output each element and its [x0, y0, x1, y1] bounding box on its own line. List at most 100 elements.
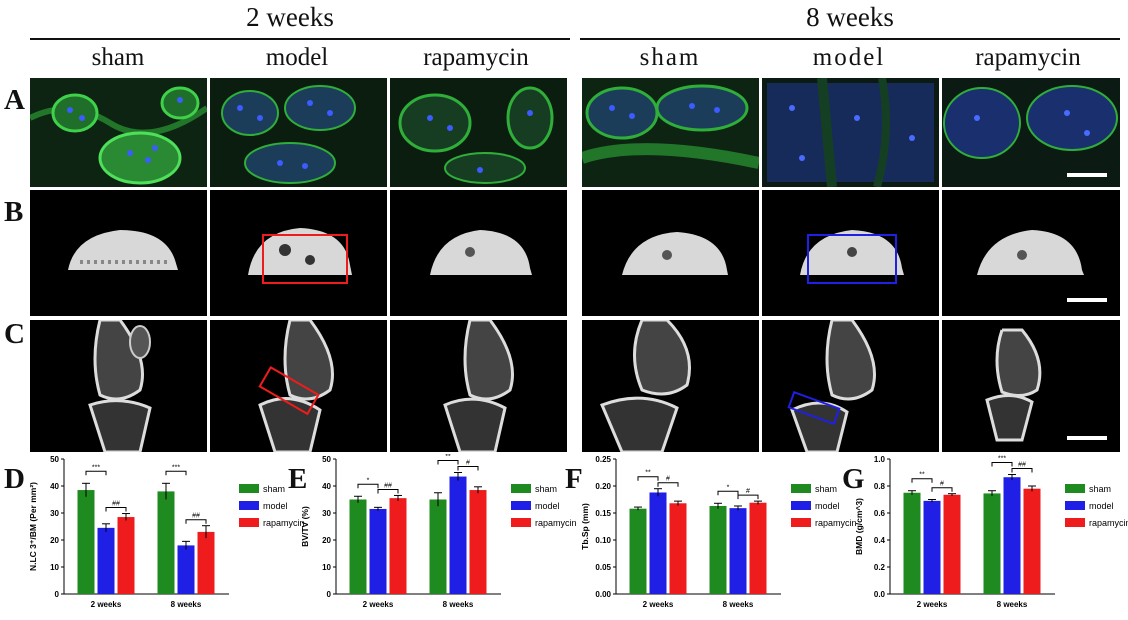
scale-bar — [1067, 173, 1107, 177]
column-label: model — [265, 44, 329, 71]
y-tick-label: 20 — [50, 536, 59, 545]
bar-rapamycin — [1023, 488, 1041, 594]
significance-label: *** — [998, 456, 1006, 463]
bar-rapamycin — [117, 517, 135, 594]
bar-rapamycin — [749, 502, 767, 594]
significance-bracket — [457, 466, 479, 471]
bar-rapamycin — [469, 490, 487, 594]
legend-label: rapamycin — [815, 518, 857, 528]
significance-label: ** — [645, 470, 651, 477]
legend-label: sham — [1089, 484, 1111, 494]
significance-label: ** — [445, 454, 451, 461]
y-tick-label: 30 — [322, 509, 331, 518]
y-tick-label: 1.0 — [874, 455, 886, 464]
y-tick-label: 10 — [50, 563, 59, 572]
bar-sham — [77, 490, 95, 594]
significance-bracket — [357, 483, 379, 489]
bar-sham — [157, 491, 175, 594]
microct-section-8w-model — [762, 320, 939, 452]
x-tick-label: 8 weeks — [443, 600, 474, 609]
bar-charts: 0 10 20 30 40 50 N.LC 3⁺/BM (Per mm²) 2 weeks 8 … — [28, 454, 1128, 609]
legend-label: model — [535, 501, 560, 511]
microct-3d-2w-sham — [30, 190, 207, 316]
microct-3d-8w-rapamycin — [942, 190, 1120, 316]
y-tick-label: 0.00 — [595, 590, 611, 599]
significance-label: *** — [92, 464, 100, 471]
significance-bracket — [165, 470, 187, 476]
microct-3d-2w-model — [210, 190, 387, 316]
x-tick-label: 8 weeks — [997, 600, 1028, 609]
significance-label: ## — [192, 513, 200, 520]
significance-bracket — [1011, 468, 1033, 473]
fluorescence-image-8w-model — [762, 78, 939, 187]
legend-label: rapamycin — [535, 518, 577, 528]
chart-letter-f: F — [565, 463, 583, 495]
microct-section-8w-rapamycin — [942, 320, 1120, 452]
y-tick-label: 0.15 — [595, 509, 611, 518]
y-tick-label: 0.10 — [595, 536, 611, 545]
significance-label: * — [727, 484, 730, 491]
legend-label: model — [815, 501, 840, 511]
x-tick-label: 2 weeks — [363, 600, 394, 609]
group-rule-2-weeks — [30, 38, 570, 40]
bar-sham — [983, 493, 1001, 594]
microct-section-2w-sham — [30, 320, 207, 452]
significance-bracket — [657, 482, 679, 487]
bar-rapamycin — [669, 503, 687, 594]
fluorescence-image-8w-rapamycin — [942, 78, 1120, 187]
group-rule-8-weeks — [580, 38, 1120, 40]
column-label: rapamycin — [975, 44, 1081, 71]
bar-rapamycin — [197, 531, 215, 594]
significance-bracket — [637, 476, 659, 481]
fluorescence-image-2w-sham — [30, 78, 207, 187]
row-label-b: B — [4, 196, 24, 228]
bar-sham — [429, 499, 447, 594]
significance-bracket — [911, 478, 933, 483]
significance-bracket — [185, 519, 207, 524]
y-tick-label: 20 — [322, 536, 331, 545]
bar-rapamycin — [389, 498, 407, 594]
legend-swatch-sham — [1065, 484, 1085, 493]
bar-model — [1003, 477, 1021, 594]
group-title-8-weeks: 8 weeks — [806, 2, 894, 32]
significance-bracket — [105, 507, 127, 512]
legend-swatch-model — [239, 501, 259, 510]
legend-swatch-model — [791, 501, 811, 510]
significance-bracket — [437, 460, 459, 465]
chart-letter-e: E — [288, 463, 308, 495]
y-tick-label: 40 — [50, 482, 59, 491]
y-tick-label: 0.05 — [595, 563, 611, 572]
legend-label: sham — [815, 484, 837, 494]
bar-rapamycin — [943, 494, 961, 594]
y-tick-label: 10 — [322, 563, 331, 572]
y-tick-label: 30 — [50, 509, 59, 518]
column-label: rapamycin — [423, 44, 529, 71]
x-tick-label: 2 weeks — [643, 600, 674, 609]
legend-label: sham — [535, 484, 557, 494]
fluorescence-image-2w-rapamycin — [390, 78, 567, 187]
y-tick-label: 50 — [50, 455, 59, 464]
significance-bracket — [737, 494, 759, 500]
significance-bracket — [931, 487, 953, 492]
row-label-a: A — [4, 84, 25, 116]
y-tick-label: 0.0 — [874, 590, 886, 599]
bar-model — [449, 476, 467, 594]
significance-label: # — [466, 460, 470, 467]
x-tick-label: 2 weeks — [917, 600, 948, 609]
y-axis-label: Tb.Sp (mm) — [580, 503, 590, 550]
bar-sham — [629, 508, 647, 594]
chart-letter-g: G — [842, 463, 865, 495]
bar-model — [177, 545, 195, 594]
chart-letter-d: D — [4, 463, 25, 495]
legend-label: rapamycin — [263, 518, 305, 528]
significance-label: * — [367, 477, 370, 484]
y-axis-label: BV/TV (%) — [300, 506, 310, 547]
bar-sham — [349, 499, 367, 594]
row-label-c: C — [4, 318, 25, 350]
bar-model — [369, 508, 387, 594]
x-tick-label: 8 weeks — [171, 600, 202, 609]
y-tick-label: 0.4 — [874, 536, 886, 545]
significance-label: *** — [172, 464, 180, 471]
y-tick-label: 0 — [55, 590, 60, 599]
bar-sham — [903, 492, 921, 594]
